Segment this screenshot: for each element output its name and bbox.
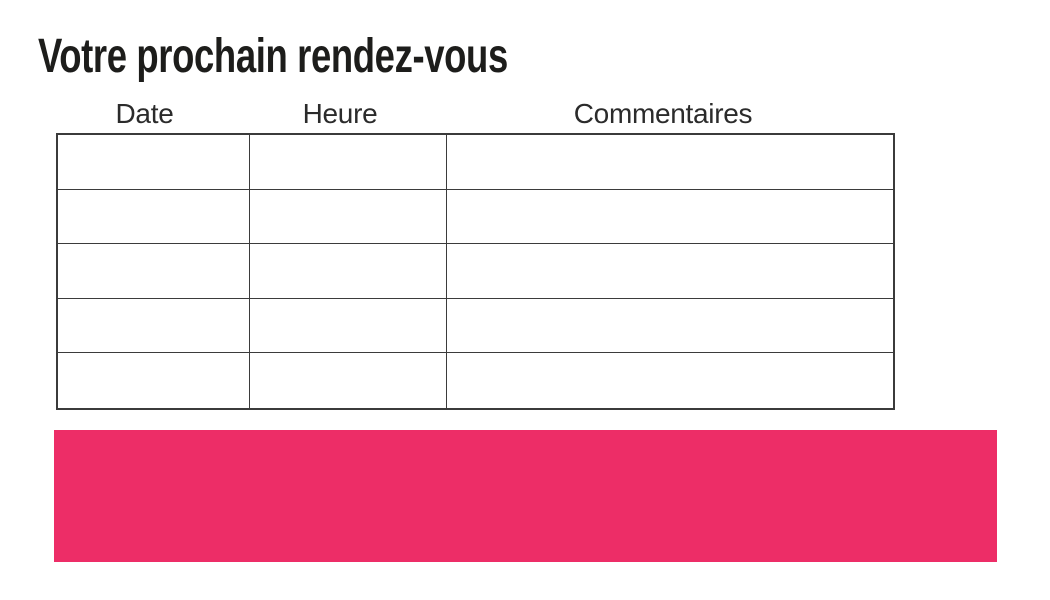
column-header-heure: Heure xyxy=(302,98,378,129)
table-cell xyxy=(447,299,893,354)
table-cell xyxy=(447,190,893,245)
table-cell xyxy=(250,135,447,190)
table-cell xyxy=(250,244,447,299)
table-cell xyxy=(58,244,250,299)
table-cell xyxy=(58,298,250,354)
table-header-row: Date Heure Commentaires xyxy=(48,97,887,131)
highlight-banner xyxy=(54,430,997,562)
column-header-date: Date xyxy=(115,98,174,129)
appointments-table xyxy=(56,133,895,410)
page-title: Votre prochain rendez-vous xyxy=(38,30,508,83)
table-cell xyxy=(447,135,893,190)
table-cell xyxy=(447,244,893,299)
column-header-commentaires: Commentaires xyxy=(573,98,753,129)
table-cell xyxy=(58,135,250,190)
table-cell xyxy=(250,189,447,245)
table-cell xyxy=(250,353,447,408)
table-cell xyxy=(58,353,250,408)
table-cell xyxy=(447,353,893,408)
table-cell xyxy=(250,298,447,354)
table-cell xyxy=(58,189,250,245)
